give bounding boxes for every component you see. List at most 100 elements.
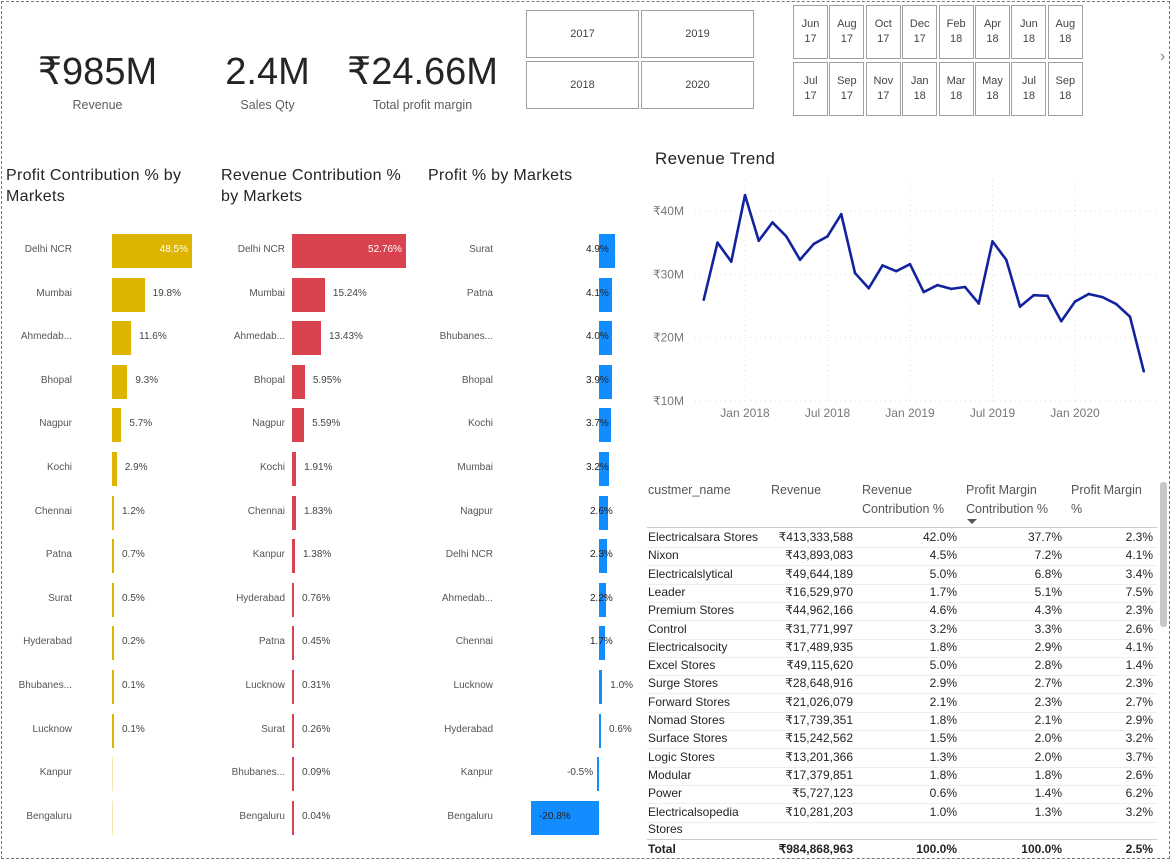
table-cell: 4.1%: [1125, 639, 1153, 654]
data-label: 0.76%: [302, 592, 331, 604]
month-option[interactable]: Apr 18: [975, 5, 1010, 59]
bar[interactable]: [112, 757, 114, 792]
bar[interactable]: [292, 757, 294, 792]
bar[interactable]: [292, 321, 321, 356]
month-option[interactable]: Jul 17: [793, 62, 828, 116]
bar[interactable]: [112, 234, 193, 268]
bar[interactable]: [292, 452, 297, 486]
bar[interactable]: [292, 495, 296, 530]
table-cell-customer[interactable]: Electricalsopedia Stores: [648, 804, 739, 836]
bar[interactable]: [292, 626, 294, 661]
bar[interactable]: [599, 452, 610, 486]
category-label: Nagpur: [460, 505, 493, 517]
month-option[interactable]: Aug 18: [1047, 5, 1083, 59]
table-cell: ₹17,379,851: [785, 767, 853, 782]
sort-descending-icon[interactable]: [967, 519, 977, 524]
table-cell-customer[interactable]: Surface Stores: [648, 731, 728, 746]
table-cell: 2.9%: [1125, 713, 1153, 727]
bar[interactable]: [112, 670, 114, 704]
table-cell: 3.2%: [1125, 731, 1153, 746]
table-cell-customer[interactable]: Nixon: [648, 548, 679, 563]
month-option[interactable]: Sep 17: [829, 62, 865, 116]
bar[interactable]: [292, 277, 325, 312]
table-scrollbar[interactable]: [1160, 482, 1167, 627]
bar[interactable]: [530, 800, 599, 835]
bar[interactable]: [597, 757, 599, 792]
bar[interactable]: [112, 364, 128, 399]
table-cell: 2.0%: [1034, 731, 1062, 746]
month-option[interactable]: Nov 17: [865, 62, 901, 116]
table-cell-customer[interactable]: Surge Stores: [648, 676, 719, 691]
table-cell: 2.7%: [1125, 694, 1153, 709]
bar[interactable]: [292, 670, 294, 704]
chevron-right-icon[interactable]: ›: [1160, 48, 1166, 65]
table-cell-customer[interactable]: Nomad Stores: [648, 713, 725, 727]
bar[interactable]: [112, 321, 132, 356]
column-header[interactable]: Revenue: [771, 483, 822, 497]
bar[interactable]: [599, 626, 605, 661]
year-option[interactable]: 2019: [641, 10, 754, 58]
bar[interactable]: [599, 495, 608, 530]
month-option[interactable]: Jan 18: [902, 62, 938, 116]
bar[interactable]: [599, 408, 612, 443]
table-cell: 3.7%: [1125, 749, 1153, 764]
column-header[interactable]: Revenue Contribution %: [862, 483, 944, 516]
column-header[interactable]: Profit Margin Contribution %: [966, 483, 1048, 516]
bar[interactable]: [292, 408, 305, 443]
bar[interactable]: [292, 364, 305, 399]
column-header[interactable]: custmer_name: [648, 483, 731, 497]
table-cell-customer[interactable]: Excel Stores: [648, 658, 716, 673]
bar[interactable]: [292, 539, 295, 574]
month-option[interactable]: Jul 18: [1011, 62, 1047, 116]
year-option[interactable]: 2020: [641, 61, 754, 109]
table-cell-customer[interactable]: Power: [648, 786, 683, 801]
table-cell-customer[interactable]: Modular: [648, 767, 692, 782]
data-label: 1.7%: [590, 636, 613, 648]
month-option[interactable]: Aug 17: [829, 5, 865, 59]
data-label: 0.2%: [122, 636, 145, 648]
bar[interactable]: [112, 539, 114, 574]
table-cell-customer[interactable]: Electricalsocity: [648, 639, 728, 654]
month-option[interactable]: Oct 17: [865, 5, 901, 59]
table-cell-customer[interactable]: Premium Stores: [648, 603, 735, 618]
month-option[interactable]: Feb 18: [938, 5, 974, 59]
bar[interactable]: [599, 713, 601, 748]
bar[interactable]: [112, 408, 122, 443]
bar[interactable]: [112, 452, 117, 486]
bar[interactable]: [112, 277, 145, 312]
bar[interactable]: [292, 234, 406, 268]
month-option[interactable]: May 18: [975, 62, 1010, 116]
year-option[interactable]: 2017: [526, 10, 639, 58]
bar[interactable]: [112, 495, 114, 530]
table-cell-customer[interactable]: Logic Stores: [648, 749, 715, 764]
bar[interactable]: [599, 321, 613, 356]
table-cell: 1.7%: [929, 584, 957, 599]
year-option[interactable]: 2018: [526, 61, 639, 109]
data-point: [812, 242, 816, 246]
table-cell-customer[interactable]: Control: [648, 621, 687, 636]
table-cell-customer[interactable]: Leader: [648, 584, 686, 599]
table-cell-customer[interactable]: Forward Stores: [648, 694, 731, 709]
bar[interactable]: [292, 800, 294, 835]
table-cell-customer[interactable]: Electricalsara Stores: [648, 530, 759, 544]
month-option[interactable]: Jun 18: [1011, 5, 1047, 59]
bar[interactable]: [599, 582, 607, 617]
bar[interactable]: [112, 626, 114, 661]
bar[interactable]: [599, 277, 613, 312]
month-option[interactable]: Sep 18: [1047, 62, 1083, 116]
bar[interactable]: [112, 713, 114, 748]
bar[interactable]: [599, 539, 607, 574]
bar[interactable]: [599, 364, 612, 399]
bar[interactable]: [292, 713, 294, 748]
month-option[interactable]: Dec 17: [902, 5, 938, 59]
bar[interactable]: [599, 234, 616, 268]
bar[interactable]: [112, 800, 114, 835]
month-option[interactable]: Mar 18: [938, 62, 974, 116]
month-option[interactable]: Jun 17: [793, 5, 828, 59]
column-header[interactable]: Profit Margin %: [1071, 483, 1142, 516]
bar[interactable]: [112, 582, 114, 617]
table-cell-customer[interactable]: Electricalslytical: [648, 566, 733, 581]
bar[interactable]: [599, 670, 603, 704]
bar[interactable]: [292, 582, 294, 617]
data-point: [1142, 369, 1146, 373]
